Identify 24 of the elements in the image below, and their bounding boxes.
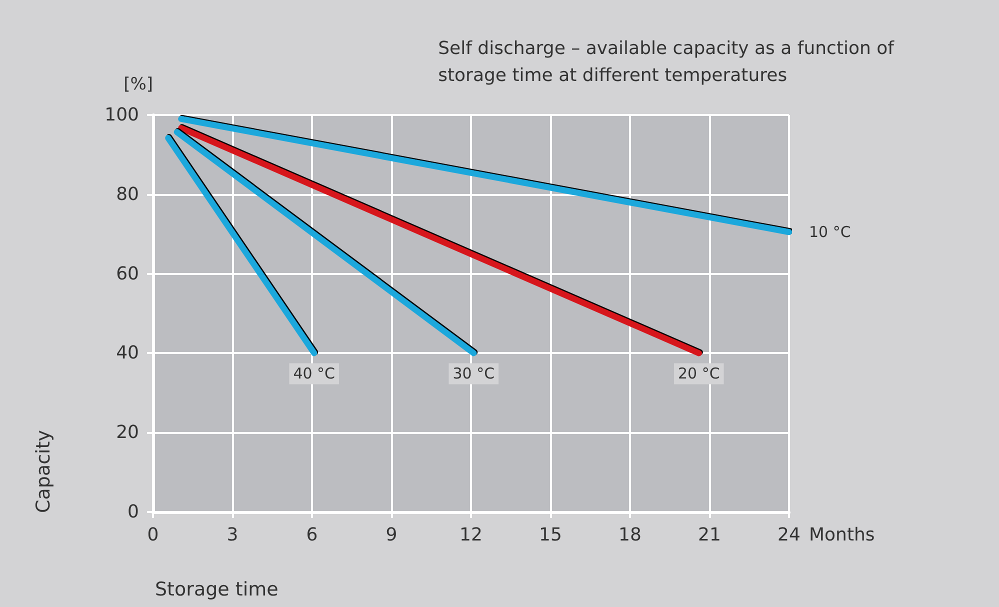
x-tick-label: 9	[386, 524, 398, 546]
text: [%]	[124, 74, 153, 94]
y-tick-label: 40	[116, 342, 139, 364]
series-label: 40 °C	[293, 364, 336, 383]
y-tick-label: 80	[116, 184, 139, 205]
y-axis-title: Capacity	[32, 430, 54, 514]
y-tick-label: 100	[104, 104, 139, 126]
text: Months	[809, 524, 875, 546]
x-axis-title: Storage time	[155, 578, 278, 600]
x-tick-label: 18	[618, 524, 642, 546]
x-tick-label: 3	[226, 524, 238, 546]
y-tick-label: 20	[116, 422, 139, 444]
series-label: 30 °C	[452, 364, 495, 383]
x-tick-label: 6	[306, 524, 318, 546]
series-label: 10 °C	[809, 223, 851, 242]
x-tick-label: 12	[460, 524, 482, 546]
x-tick-label: 0	[147, 524, 159, 546]
y-tick-label: 60	[116, 263, 139, 284]
chart-title: Self discharge – available capacity as a function of storage time at different temperatures	[438, 38, 895, 86]
x-tick-label: 15	[539, 524, 562, 546]
x-tick-label: 24	[778, 524, 800, 546]
y-tick-label: 0	[128, 502, 139, 522]
series-label: 20 °C	[678, 364, 720, 383]
x-tick-label: 21	[698, 524, 721, 546]
